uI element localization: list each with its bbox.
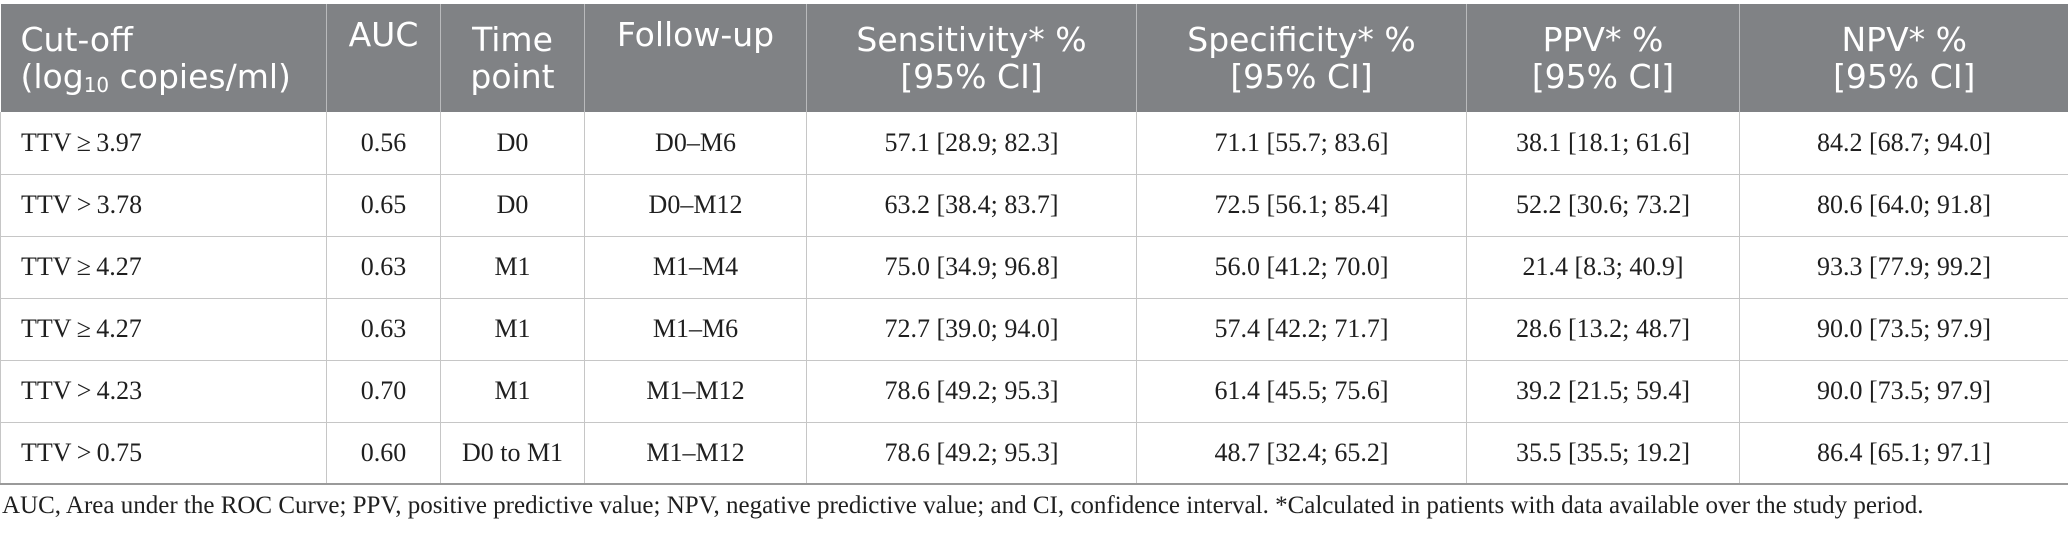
header-specificity: Specificity* % [95% CI] [1136, 4, 1467, 112]
header-time-point-line1: Time [472, 20, 553, 59]
table-row: TTV ≥ 3.97 0.56 D0 D0–M6 57.1 [28.9; 82.… [0, 112, 2068, 175]
header-sensitivity-line2: [95% CI] [900, 57, 1043, 96]
header-npv: NPV* % [95% CI] [1739, 4, 2068, 112]
header-auc-label: AUC [348, 15, 419, 54]
header-follow-up: Follow-up [584, 4, 807, 112]
cell-time-point: D0 [440, 112, 585, 175]
cell-follow-up: M1–M12 [584, 422, 807, 485]
header-cutoff-line2-prefix: (log [20, 57, 84, 96]
cell-sensitivity: 57.1 [28.9; 82.3] [806, 112, 1137, 175]
cell-npv: 86.4 [65.1; 97.1] [1739, 422, 2068, 485]
cell-cutoff: TTV ≥ 4.27 [0, 236, 327, 299]
cell-specificity: 56.0 [41.2; 70.0] [1136, 236, 1467, 299]
header-npv-line2: [95% CI] [1833, 57, 1976, 96]
cell-npv: 80.6 [64.0; 91.8] [1739, 174, 2068, 237]
table-row: TTV > 3.78 0.65 D0 D0–M12 63.2 [38.4; 83… [0, 174, 2068, 237]
header-row: Cut-off (log10 copies/ml) AUC Time point… [0, 4, 2068, 112]
cell-ppv: 38.1 [18.1; 61.6] [1466, 112, 1740, 175]
cell-auc: 0.70 [326, 360, 441, 423]
header-cutoff-subscript: 10 [83, 73, 110, 97]
cell-follow-up: M1–M4 [584, 236, 807, 299]
cell-auc: 0.65 [326, 174, 441, 237]
cell-follow-up: D0–M6 [584, 112, 807, 175]
cell-npv: 90.0 [73.5; 97.9] [1739, 360, 2068, 423]
cell-time-point: M1 [440, 236, 585, 299]
header-time-point-line2: point [470, 57, 555, 96]
cell-ppv: 21.4 [8.3; 40.9] [1466, 236, 1740, 299]
cell-follow-up: M1–M6 [584, 298, 807, 361]
cell-specificity: 71.1 [55.7; 83.6] [1136, 112, 1467, 175]
cell-auc: 0.56 [326, 112, 441, 175]
cell-time-point: M1 [440, 298, 585, 361]
cell-cutoff: TTV ≥ 4.27 [0, 298, 327, 361]
table-row: TTV > 0.75 0.60 D0 to M1 M1–M12 78.6 [49… [0, 422, 2068, 485]
results-table: Cut-off (log10 copies/ml) AUC Time point… [0, 4, 2068, 485]
cell-sensitivity: 78.6 [49.2; 95.3] [806, 360, 1137, 423]
cell-specificity: 57.4 [42.2; 71.7] [1136, 298, 1467, 361]
cell-ppv: 35.5 [35.5; 19.2] [1466, 422, 1740, 485]
header-specificity-line2: [95% CI] [1230, 57, 1373, 96]
results-table-container: Cut-off (log10 copies/ml) AUC Time point… [0, 4, 2068, 485]
header-follow-up-label: Follow-up [616, 15, 775, 54]
header-ppv-line1: PPV* % [1542, 20, 1664, 59]
cell-ppv: 52.2 [30.6; 73.2] [1466, 174, 1740, 237]
cell-ppv: 39.2 [21.5; 59.4] [1466, 360, 1740, 423]
header-ppv-line2: [95% CI] [1531, 57, 1675, 96]
cell-time-point: D0 to M1 [440, 422, 585, 485]
cell-auc: 0.63 [326, 298, 441, 361]
cell-time-point: D0 [440, 174, 585, 237]
table-row: TTV ≥ 4.27 0.63 M1 M1–M4 75.0 [34.9; 96.… [0, 236, 2068, 299]
cell-specificity: 61.4 [45.5; 75.6] [1136, 360, 1467, 423]
header-sensitivity: Sensitivity* % [95% CI] [806, 4, 1137, 112]
cell-npv: 93.3 [77.9; 99.2] [1739, 236, 2068, 299]
cell-sensitivity: 63.2 [38.4; 83.7] [806, 174, 1137, 237]
cell-cutoff: TTV > 0.75 [0, 422, 327, 485]
cell-cutoff: TTV > 4.23 [0, 360, 327, 423]
cell-follow-up: M1–M12 [584, 360, 807, 423]
table-row: TTV ≥ 4.27 0.63 M1 M1–M6 72.7 [39.0; 94.… [0, 298, 2068, 361]
cell-cutoff: TTV > 3.78 [0, 174, 327, 237]
header-cutoff-line2-suffix: copies/ml) [109, 57, 291, 96]
cell-specificity: 72.5 [56.1; 85.4] [1136, 174, 1467, 237]
header-sensitivity-line1: Sensitivity* % [856, 20, 1087, 59]
cell-sensitivity: 78.6 [49.2; 95.3] [806, 422, 1137, 485]
cell-sensitivity: 72.7 [39.0; 94.0] [806, 298, 1137, 361]
cell-npv: 84.2 [68.7; 94.0] [1739, 112, 2068, 175]
header-specificity-line1: Specificity* % [1187, 20, 1416, 59]
cell-follow-up: D0–M12 [584, 174, 807, 237]
header-cutoff-line1: Cut-off [20, 20, 133, 59]
cell-sensitivity: 75.0 [34.9; 96.8] [806, 236, 1137, 299]
cell-cutoff: TTV ≥ 3.97 [0, 112, 327, 175]
header-time-point: Time point [440, 4, 585, 112]
cell-auc: 0.63 [326, 236, 441, 299]
cell-specificity: 48.7 [32.4; 65.2] [1136, 422, 1467, 485]
cell-time-point: M1 [440, 360, 585, 423]
table-footnote: AUC, Area under the ROC Curve; PPV, posi… [2, 492, 1924, 519]
header-ppv: PPV* % [95% CI] [1466, 4, 1740, 112]
cell-npv: 90.0 [73.5; 97.9] [1739, 298, 2068, 361]
cell-ppv: 28.6 [13.2; 48.7] [1466, 298, 1740, 361]
header-cutoff: Cut-off (log10 copies/ml) [0, 4, 327, 112]
header-auc: AUC [326, 4, 441, 112]
table-row: TTV > 4.23 0.70 M1 M1–M12 78.6 [49.2; 95… [0, 360, 2068, 423]
header-npv-line1: NPV* % [1841, 20, 1967, 59]
cell-auc: 0.60 [326, 422, 441, 485]
